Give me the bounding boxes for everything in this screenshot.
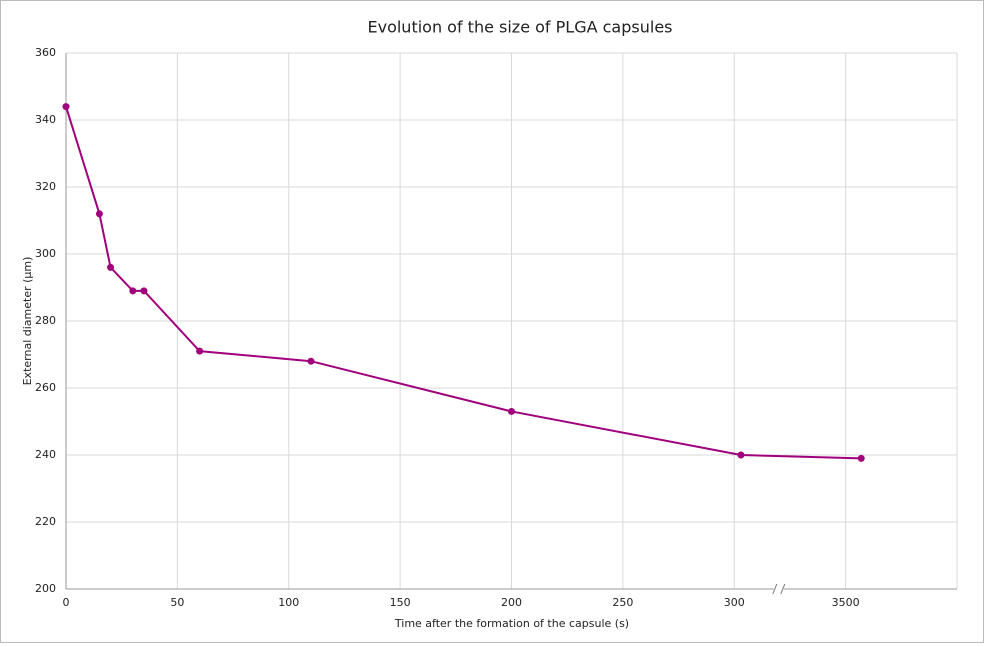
x-tick-label: 100 (278, 596, 299, 609)
data-line (65, 106, 862, 460)
x-tick-label: 250 (612, 596, 633, 609)
chart-title: Evolution of the size of PLGA capsules (367, 18, 672, 37)
y-tick-label: 340 (35, 113, 56, 126)
y-tick-label: 320 (35, 180, 56, 193)
x-tick-label: 200 (501, 596, 522, 609)
data-point (196, 347, 204, 355)
data-point (95, 210, 103, 218)
axis-break-mark (780, 583, 786, 595)
y-tick-label: 280 (35, 314, 56, 327)
x-axis-label: Time after the formation of the capsule … (394, 617, 629, 630)
y-tick-label: 300 (35, 247, 56, 260)
data-point (737, 451, 745, 459)
y-tick-label: 200 (35, 582, 56, 595)
data-point (62, 103, 70, 111)
data-point (129, 287, 137, 295)
y-tick-label: 220 (35, 515, 56, 528)
y-tick-label: 240 (35, 448, 56, 461)
x-tick-label: 3500 (832, 596, 860, 609)
y-tick-label: 360 (35, 46, 56, 59)
x-tick-label: 300 (724, 596, 745, 609)
data-point (140, 287, 148, 295)
data-point (307, 357, 315, 365)
y-axis-label: External diameter (µm) (21, 257, 34, 386)
data-point (508, 407, 515, 415)
x-tick-label: 150 (390, 596, 411, 609)
x-tick-label: 0 (63, 596, 70, 609)
x-tick-label: 50 (170, 596, 184, 609)
data-point (857, 454, 865, 462)
y-tick-label: 260 (35, 381, 56, 394)
axis-break-mark (772, 583, 778, 595)
axis-break-gap (773, 586, 784, 592)
data-point (107, 263, 115, 271)
